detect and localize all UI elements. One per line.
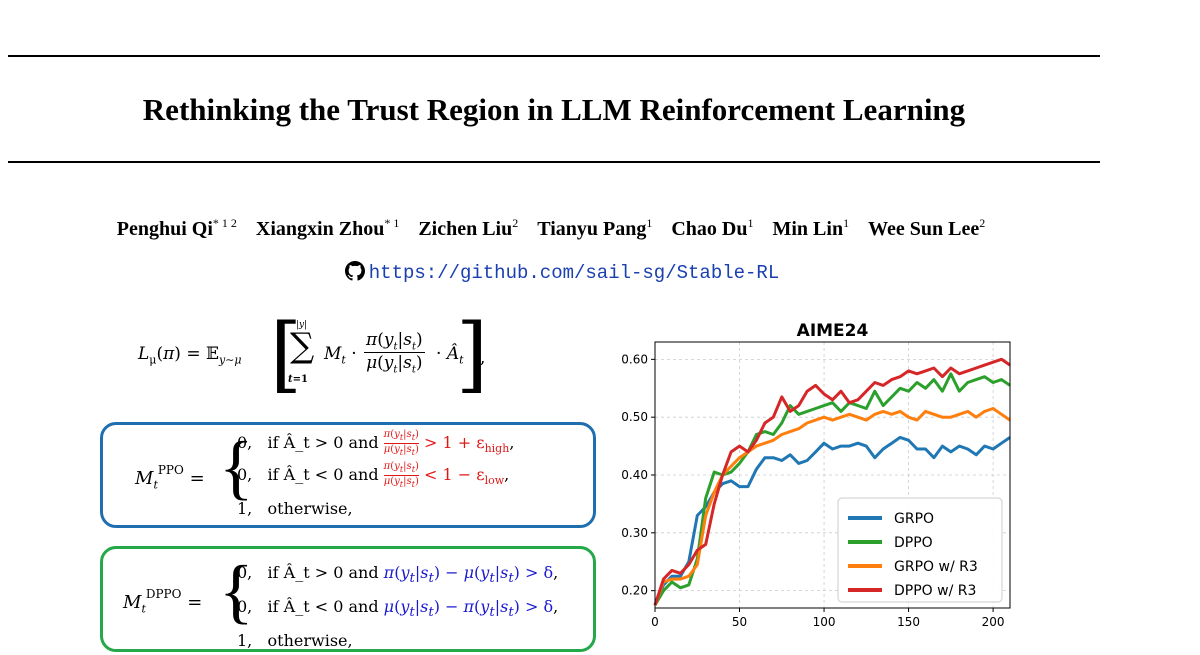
y-tick-label: 0.30 [621,526,648,540]
ppo-mask-box: MtPPO = { 0, if Â_t > 0 and π(yt|st) μ(yt… [100,422,596,528]
author: Zichen Liu2 [418,216,519,240]
dppo-case-2: if Â_t < 0 and [267,597,379,617]
ppo-case-1: if Â_t > 0 and [267,433,379,452]
series-line [653,357,1011,606]
author: Min Lin1 [772,216,850,240]
ppo-case-2: if Â_t < 0 and [267,465,379,485]
ppo-case-3: otherwise, [267,499,353,519]
x-tick-label: 50 [732,615,747,629]
x-tick-label: 150 [897,615,920,629]
series-line [653,407,1011,606]
author: Xiangxin Zhou* 1 [255,216,400,240]
legend-label: GRPO [894,511,934,527]
author-list: Penghui Qi* 1 2 Xiangxin Zhou* 1 Zichen … [0,208,1102,244]
repo-link-row: https://github.com/sail-sg/Stable-RL [0,258,1124,288]
x-tick-label: 0 [651,615,659,629]
github-icon [344,261,365,281]
paper-title: Rethinking the Trust Region in LLM Reinf… [142,92,966,127]
x-tick-label: 200 [982,615,1005,629]
author: Penghui Qi* 1 2 [116,216,237,240]
dppo-case-1: if Â_t > 0 and [267,563,379,582]
legend-label: DPPO w/ R3 [894,583,976,599]
chart-title: AIME24 [797,321,869,341]
author: Wee Sun Lee2 [868,216,986,240]
dppo-mask-box: MtDPPO = { 0, if Â_t > 0 and π(yt|st) − … [100,546,596,652]
bottom-rule [8,161,1100,163]
legend-label: DPPO [894,535,933,551]
series-line [653,372,1011,606]
dppo-case-3: otherwise, [267,631,353,651]
y-tick-label: 0.50 [621,410,648,424]
legend-label: GRPO w/ R3 [894,559,978,575]
loss-equation: Lμ(π) = 𝔼y∼μ [ |y| ∑ t=1 Mt · π(yt|st) μ… [138,307,488,402]
aime24-chart: 0.200.300.400.500.60050100150200AIME24Tr… [621,321,1011,629]
repo-link[interactable]: https://github.com/sail-sg/Stable-RL [368,262,780,284]
y-tick-label: 0.40 [621,468,648,482]
author: Tianyu Pang1 [537,216,653,240]
y-tick-label: 0.60 [621,352,648,366]
x-tick-label: 100 [813,615,836,629]
legend-box [837,497,1003,603]
author: Chao Du1 [671,216,754,240]
y-tick-label: 0.20 [621,584,648,598]
top-rule [8,55,1100,57]
